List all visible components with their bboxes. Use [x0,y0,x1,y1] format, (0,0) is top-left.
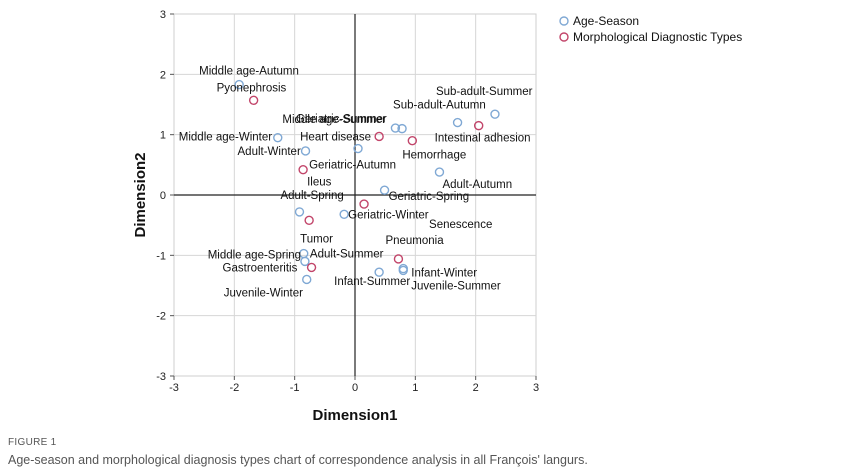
point-geriatric-spring [379,185,390,195]
point-middle-age-autumn [234,79,244,90]
point-label-sub-adult-autumn: Sub-adult-Autumn [393,100,486,112]
point-label-tumor: Tumor [300,233,333,245]
grid [174,14,536,376]
point-sub-adult-summer [490,109,500,119]
point-infant-summer [374,267,384,277]
point-adult-summer [300,256,310,267]
point-adult-spring [294,207,305,217]
point-intestinal-adhesion [473,120,484,131]
point-label-infant-winter: Infant-Winter [411,267,477,279]
x-tick-label: -3 [169,382,179,394]
point-adult-autumn [434,167,445,177]
point-label-infant-summer: Infant-Summer [334,276,410,288]
x-tick-label: 2 [473,382,479,394]
point-label-sub-adult-summer: Sub-adult-Summer [436,86,533,98]
point-label-middle-age-spring: Middle age-Spring [208,250,301,262]
point-heart-disease [374,131,384,142]
point-label-middle-age-autumn: Middle age-Autumn [199,66,299,78]
y-tick-label: 2 [160,69,166,81]
point-label-geriatric-summer: Geriatric-Summer [296,114,387,126]
data-points [234,79,500,285]
y-tick-label: -2 [156,311,166,323]
point-label-gastroenteritis: Gastroenteritis [223,262,298,274]
legend-label-age-season: Age-Season [573,14,639,28]
point-ileus [298,164,308,175]
legend-marker-morphological-diagnostic-types [559,32,569,42]
point-senescence [359,199,369,209]
y-tick-label: 1 [160,130,166,142]
figure-caption: Age-season and morphological diagnosis t… [8,453,588,467]
x-tick-label: -1 [290,382,300,394]
point-label-adult-autumn: Adult-Autumn [442,179,512,191]
point-pneumonia [393,254,404,264]
y-tick-label: -3 [156,371,166,383]
point-pyonephrosis [248,95,259,105]
point-label-geriatric-spring: Geriatric-Spring [389,191,470,203]
x-tick-label: 1 [412,382,418,394]
point-label-adult-winter: Adult-Winter [238,146,301,158]
point-label-geriatric-autumn: Geriatric-Autumn [309,160,396,172]
x-tick-label: -2 [229,382,239,394]
point-juvenile-summer [398,263,408,274]
legend-marker-age-season [559,16,569,26]
point-hemorrhage [407,135,418,146]
point-label-intestinal-adhesion: Intestinal adhesion [435,133,531,145]
x-tick-label: 0 [352,382,358,394]
point-label-adult-summer: Adult-Summer [310,248,384,260]
point-label-hemorrhage: Hemorrhage [402,150,466,162]
point-gastroenteritis [306,262,317,273]
figure-label: FIGURE 1 [8,437,57,448]
point-geriatric-summer [353,143,363,154]
point-label-juvenile-winter: Juvenile-Winter [224,287,303,299]
y-tick-label: 3 [160,9,166,21]
point-middle-age-winter [273,132,283,143]
point-label-juvenile-summer: Juvenile-Summer [411,281,501,293]
point-label-heart-disease: Heart disease [300,131,371,143]
point-label-pyonephrosis: Pyonephrosis [217,82,287,94]
point-juvenile-winter [302,274,312,285]
point-labels: Middle age-Autumn Middle age-Winter Adult-… [179,66,533,300]
point-label-middle-age-summer: Middle age-Summer [282,114,386,126]
point-label-middle-age-winter: Middle age-Winter [179,132,272,144]
point-label-adult-spring: Adult-Spring [280,190,343,202]
y-tick-label: 0 [160,190,166,202]
legend: Age-Season Morphological Diagnostic Types [559,14,742,44]
point-middle-age-summer [390,123,401,133]
point-label-geriatric-winter: Geriatric-Winter [348,209,429,221]
point-sub-adult-autumn [397,123,407,134]
y-axis-title: Dimension2 [132,152,149,237]
y-tick-label: -1 [156,250,166,262]
point-label-senescence: Senescence [429,219,492,231]
point-label-pneumonia: Pneumonia [385,235,444,247]
x-tick-label: 3 [533,382,539,394]
point-adult-winter [300,146,311,156]
point-sub-adult-winter [452,117,463,128]
point-tumor [304,215,314,226]
legend-label-morphological-diagnostic-types: Morphological Diagnostic Types [573,30,742,44]
point-geriatric-winter [339,209,349,220]
point-label-ileus: Ileus [307,177,332,189]
x-axis-title: Dimension1 [312,407,397,424]
tick-labels: -3 -2 -1 0 1 2 3 -3 -2 -1 0 1 2 3 [156,9,539,394]
